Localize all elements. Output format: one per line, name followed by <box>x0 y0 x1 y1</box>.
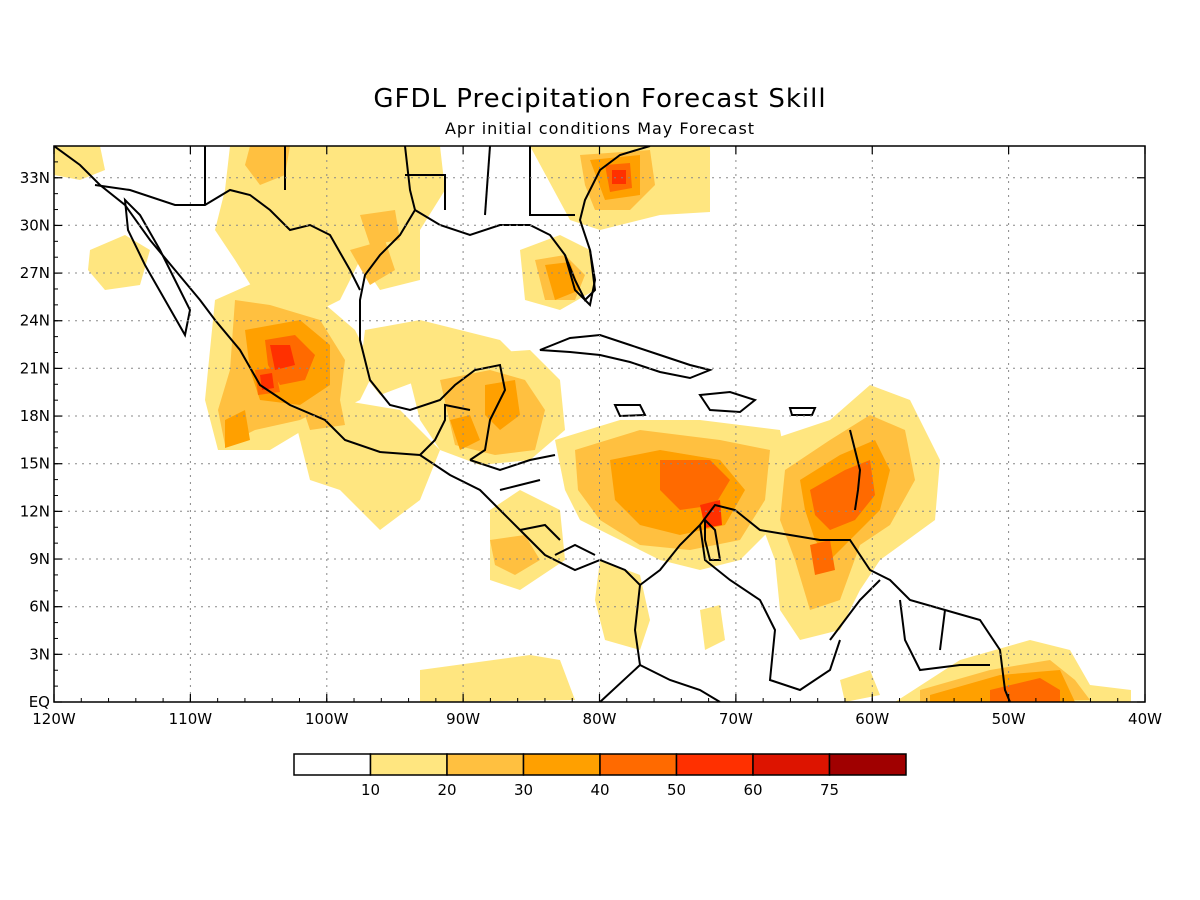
lat-tick-label: 21N <box>20 359 50 377</box>
lat-tick-label: 30N <box>20 216 50 234</box>
lat-tick-label: 24N <box>20 312 50 330</box>
legend-swatch <box>675 753 754 776</box>
lat-tick-label: 6N <box>29 598 50 616</box>
legend-label: 10 <box>361 781 380 799</box>
lat-tick-label: 33N <box>20 169 50 187</box>
legend-swatch <box>599 753 678 776</box>
legend-label: 20 <box>437 781 456 799</box>
legend-swatch <box>369 753 448 776</box>
skill-shading <box>54 146 1131 702</box>
lat-tick-label: 12N <box>20 502 50 520</box>
legend-label: 50 <box>667 781 686 799</box>
lon-tick-label: 60W <box>855 710 889 728</box>
axis-ticks: 120W 110W 100W 90W 80W 70W 60W 50W 40W EQ 3N 6N 9N 12… <box>20 145 1162 728</box>
lon-tick-label: 80W <box>583 710 617 728</box>
lat-tick-label: 27N <box>20 264 50 282</box>
legend-swatch <box>828 753 907 776</box>
map-subtitle: Apr initial conditions May Forecast <box>444 119 756 138</box>
lon-tick-label: 100W <box>305 710 349 728</box>
color-legend: 10 20 30 40 50 60 75 <box>293 753 907 799</box>
lon-tick-label: 70W <box>719 710 753 728</box>
lat-tick-label: EQ <box>29 693 50 711</box>
lon-tick-label: 120W <box>32 710 76 728</box>
lon-tick-label: 110W <box>169 710 213 728</box>
lat-tick-label: 18N <box>20 407 50 425</box>
skill-level-10 <box>54 146 1131 702</box>
legend-label: 75 <box>820 781 839 799</box>
map-title: GFDL Precipitation Forecast Skill <box>373 84 827 114</box>
legend-swatch <box>752 753 831 776</box>
lat-tick-label: 9N <box>29 550 50 568</box>
lat-tick-label: 3N <box>29 645 50 663</box>
legend-swatch <box>293 753 372 776</box>
legend-swatch <box>522 753 601 776</box>
lon-tick-label: 50W <box>992 710 1026 728</box>
legend-label: 30 <box>514 781 533 799</box>
lon-tick-label: 90W <box>446 710 480 728</box>
legend-label: 60 <box>743 781 762 799</box>
lon-tick-label: 40W <box>1128 710 1162 728</box>
legend-label: 40 <box>590 781 609 799</box>
coastlines <box>54 146 1011 702</box>
legend-swatch <box>446 753 525 776</box>
grid-lines <box>54 146 1145 702</box>
lat-tick-label: 15N <box>20 455 50 473</box>
